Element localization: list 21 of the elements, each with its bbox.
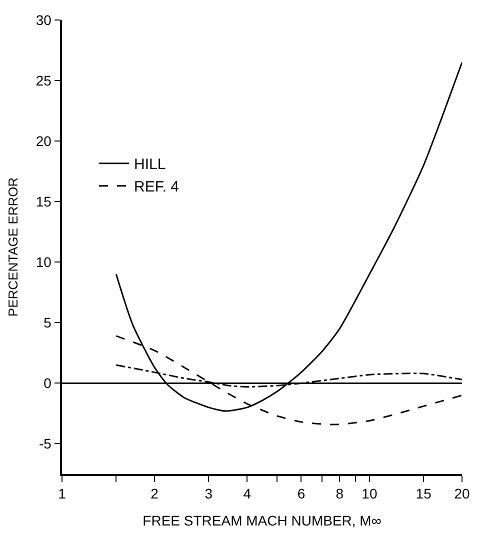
y-tick-label: 10 (36, 254, 52, 270)
y-tick-label: 5 (44, 314, 52, 331)
legend-label: REF. 4 (134, 178, 180, 196)
x-tick-label: 1 (58, 486, 66, 502)
x-tick-label: 8 (336, 486, 344, 502)
x-tick-label: 6 (297, 486, 306, 502)
x-tick-label: 4 (243, 486, 252, 502)
x-tick-label: 2 (150, 486, 159, 502)
x-axis-title: FREE STREAM MACH NUMBER, M∞ (142, 512, 382, 528)
y-tick-label: 15 (36, 194, 52, 210)
y-tick-label: 30 (36, 12, 52, 28)
y-tick-label: 20 (36, 132, 52, 149)
x-tick-label: 15 (416, 486, 432, 502)
y-tick-label: -5 (38, 436, 52, 452)
x-tick-label: 10 (362, 486, 378, 502)
y-axis-title: PERCENTAGE ERROR (5, 177, 20, 317)
x-tick-label: 20 (454, 486, 470, 502)
y-tick-label: 0 (44, 375, 52, 392)
x-tick-label: 3 (204, 486, 213, 502)
y-tick-label: 25 (36, 72, 52, 88)
legend-label: HILL (134, 156, 166, 174)
